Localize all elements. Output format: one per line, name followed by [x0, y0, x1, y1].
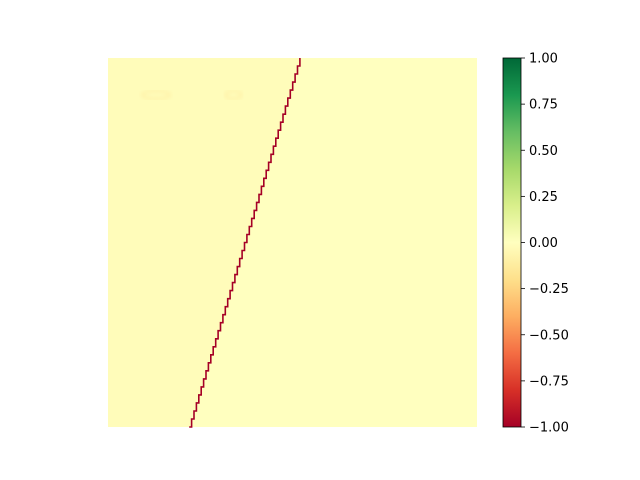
- heatmap-plot-area: [108, 58, 477, 428]
- colorbar-tick-label: 1.00: [529, 52, 558, 67]
- heatmap-left-region: [108, 58, 300, 427]
- heatmap-blob: [141, 90, 171, 100]
- colorbar-gradient: [502, 57, 522, 428]
- colorbar-tick-label: 0.50: [529, 144, 558, 159]
- colorbar-tick-label: 0.25: [529, 190, 558, 205]
- colorbar-tick-label: −0.25: [529, 282, 569, 297]
- colorbar-tick-label: −1.00: [529, 421, 569, 436]
- colorbar: 1.00 0.75 0.50 0.25 0.00 −0.25 −0.50 −0.75 −1.00: [502, 52, 569, 436]
- colorbar-tick-label: 0.75: [529, 98, 558, 113]
- colorbar-tick-label: 0.00: [529, 236, 558, 251]
- colorbar-tick-label: −0.75: [529, 374, 569, 389]
- colorbar-tick-label: −0.50: [529, 328, 569, 343]
- heatmap-edge-line: [189, 58, 301, 428]
- heatmap-blob: [224, 90, 243, 100]
